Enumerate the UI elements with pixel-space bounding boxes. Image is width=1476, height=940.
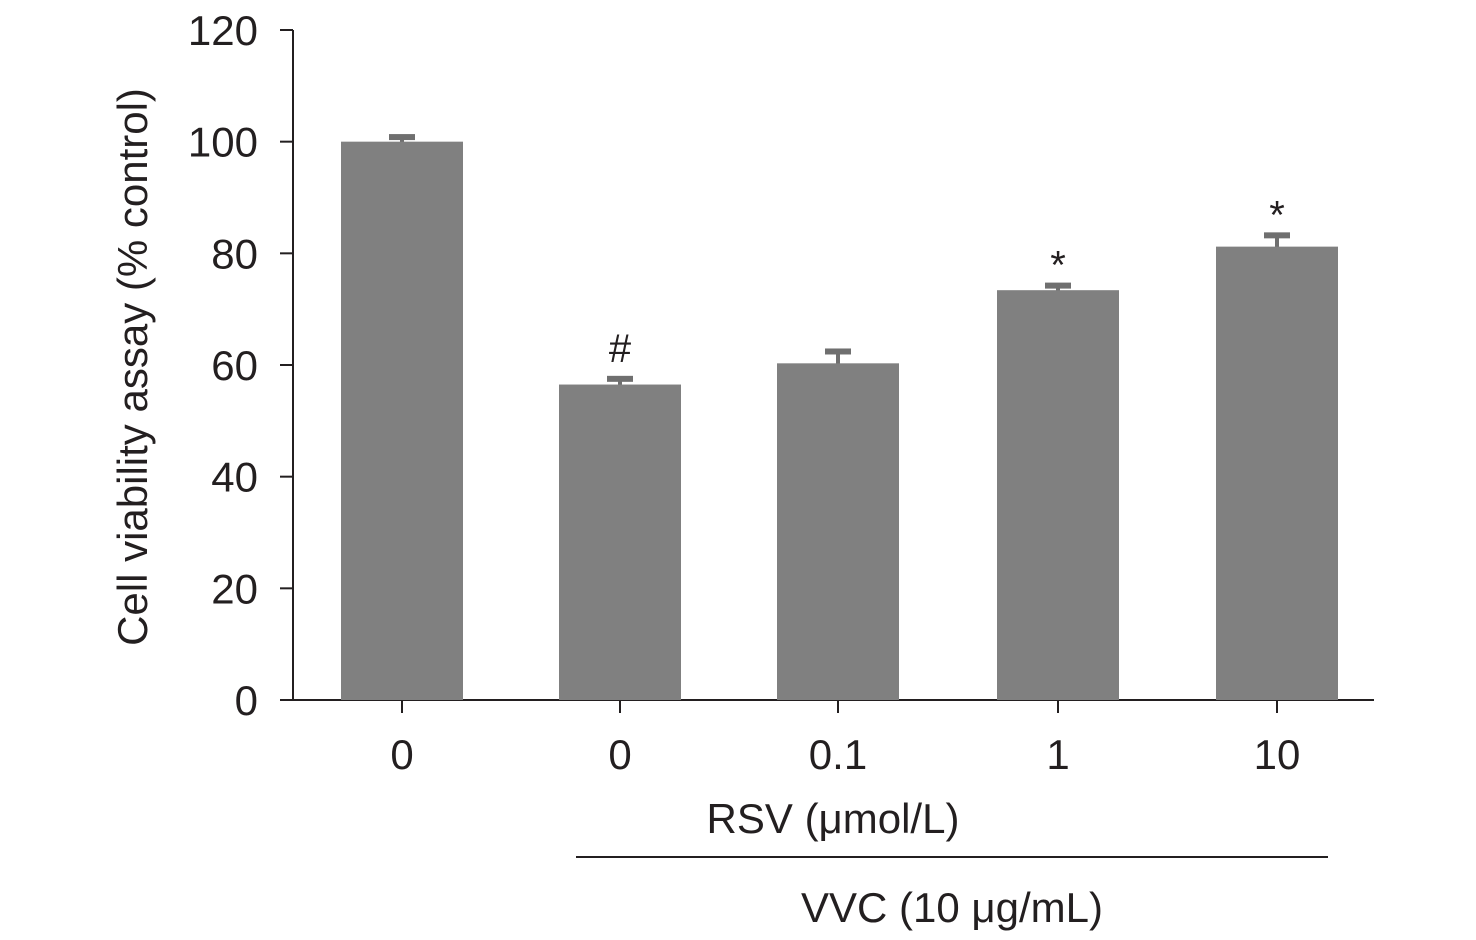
error-bar-cap [1264,232,1290,239]
y-tick-label: 20 [211,565,258,612]
x-axis-label: RSV (μmol/L) [707,795,960,842]
significance-mark: * [1050,244,1066,288]
bar [777,363,899,700]
bar [341,141,463,700]
error-bar-cap [825,348,851,355]
error-bar-cap [389,134,415,141]
y-tick-label: 0 [235,677,258,724]
y-tick-label: 120 [188,7,258,54]
y-tick-label: 100 [188,119,258,166]
y-axis: 0 20 40 60 80 100 120 [188,7,294,724]
error-bar-cap [1045,282,1071,289]
bar [1216,246,1338,700]
y-axis-label: Cell viability assay (% control) [109,88,156,646]
significance-mark: # [609,327,632,371]
x-tick-label: 0 [608,731,631,778]
significance-mark: * [1269,193,1285,237]
x-tick-label: 1 [1046,731,1069,778]
error-bar-cap [607,375,633,382]
y-tick-label: 60 [211,342,258,389]
x-tick-label: 10 [1254,731,1301,778]
bars: # * * [341,134,1338,700]
y-tick-label: 40 [211,454,258,501]
x-tick-label: 0.1 [809,731,867,778]
y-tick-label: 80 [211,230,258,277]
bar [997,290,1119,700]
x-axis: 0 0 0.1 1 10 [281,699,1374,778]
bar [559,384,681,700]
vvc-group-label: VVC (10 μg/mL) [801,884,1103,931]
x-tick-label: 0 [390,731,413,778]
